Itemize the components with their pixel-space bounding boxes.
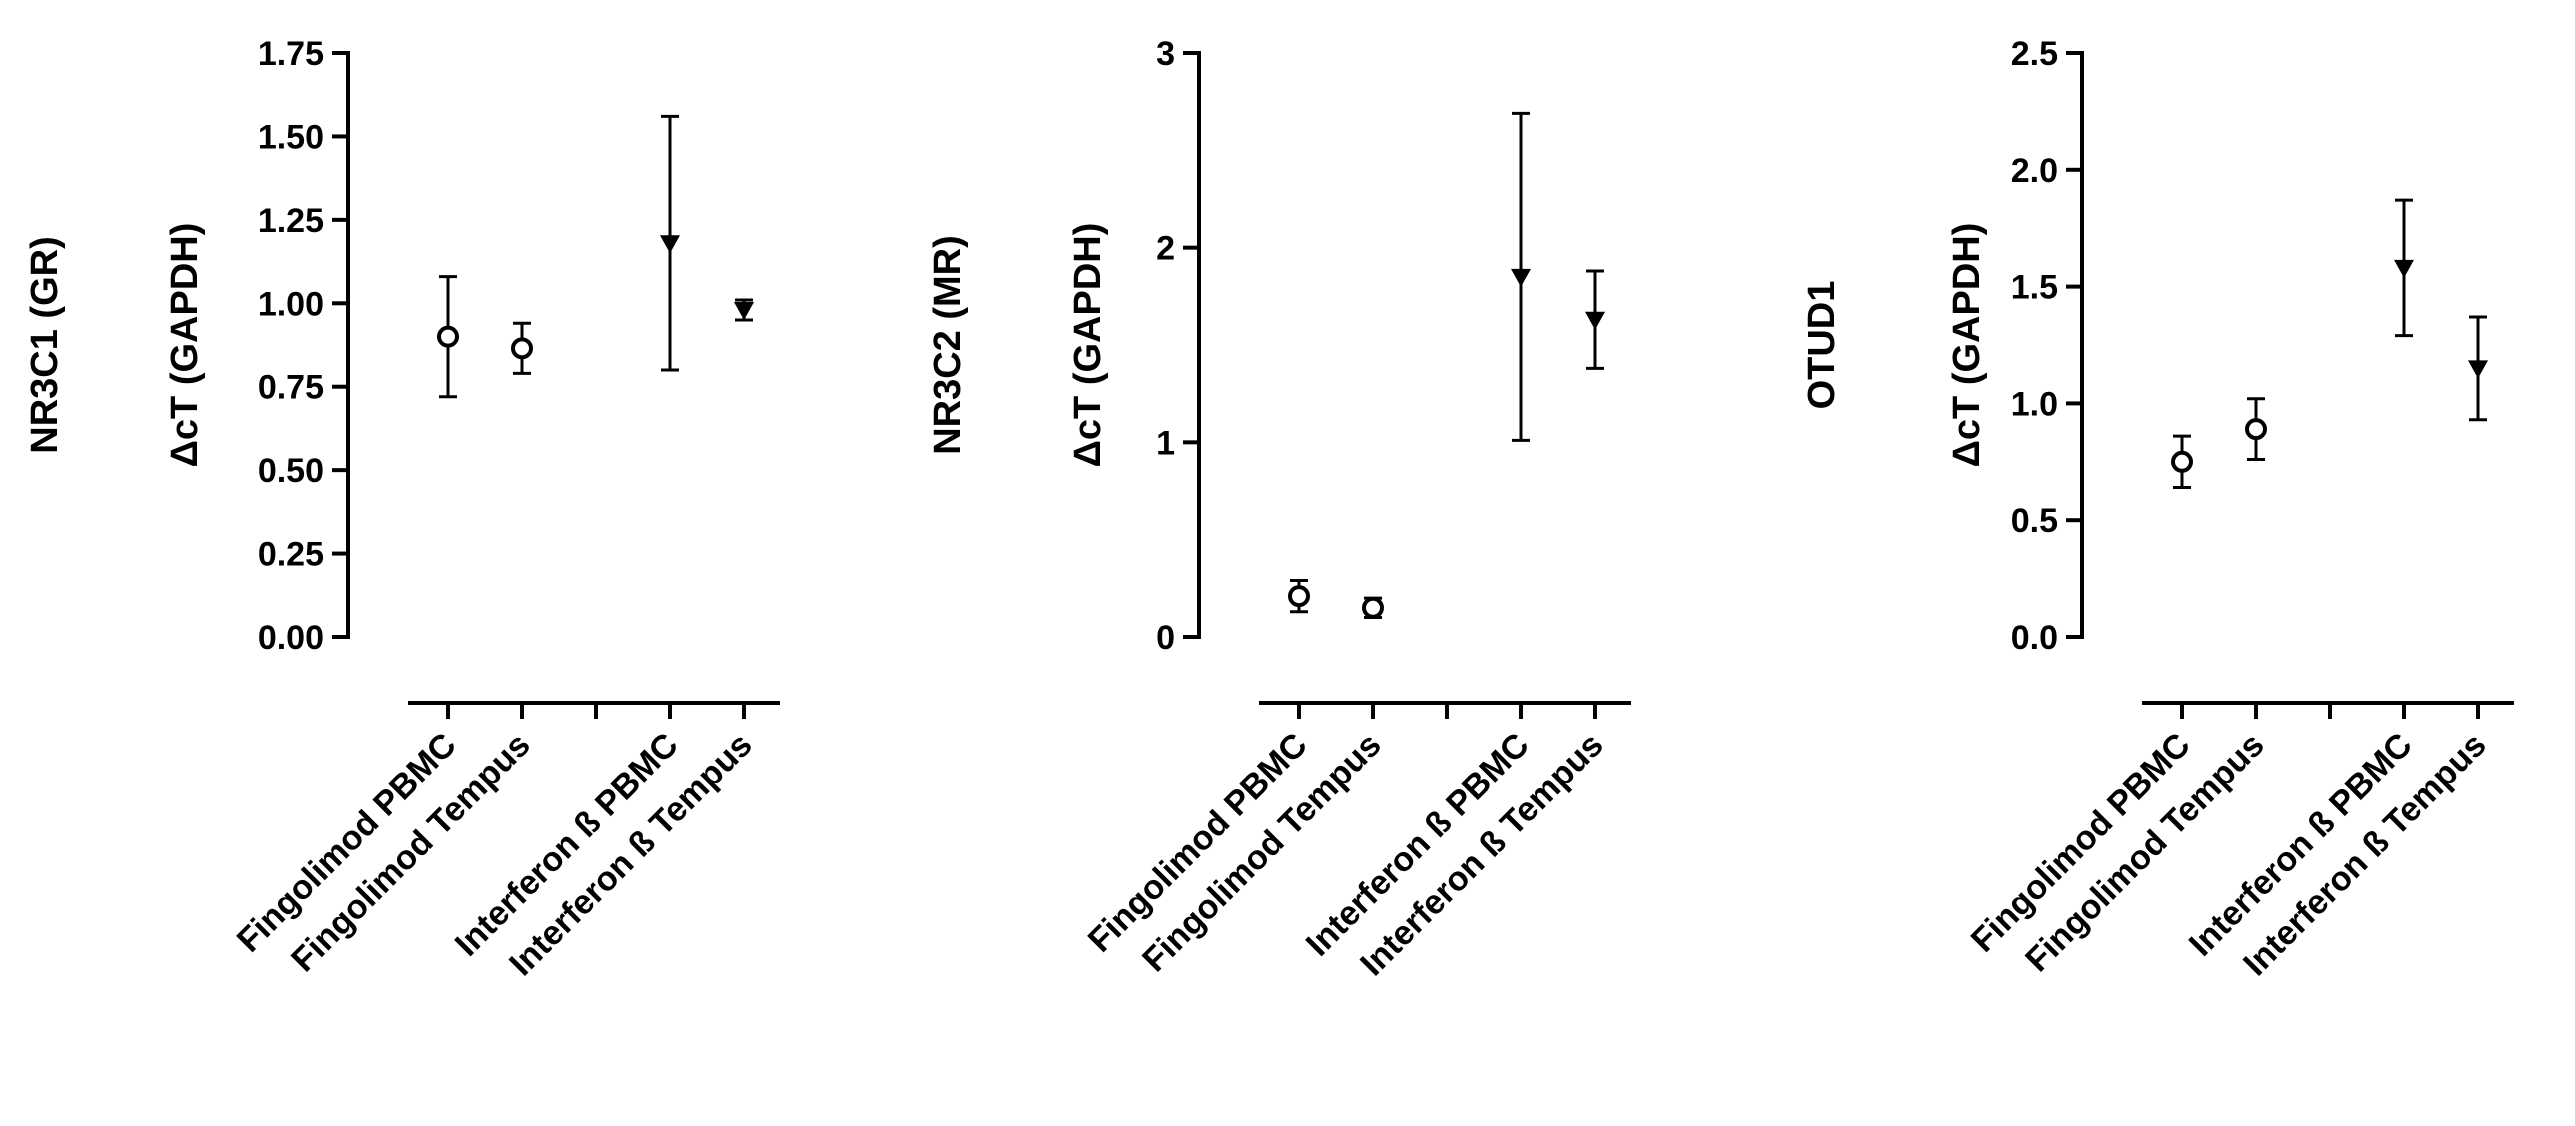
- point: [1585, 311, 1605, 330]
- y-tick-label: 1.25: [258, 202, 324, 240]
- point: [660, 235, 680, 254]
- y-tick-label: 0: [1156, 619, 1175, 657]
- y-tick-label: 2.5: [2011, 35, 2058, 73]
- y-axis-label: NR3C2 (MR): [927, 235, 969, 455]
- point: [1362, 596, 1384, 619]
- y-tick-label: 0.0: [2011, 619, 2058, 657]
- point: [2394, 259, 2414, 278]
- point: [2171, 450, 2193, 473]
- point: [437, 325, 459, 348]
- point: [734, 301, 754, 320]
- point: [1288, 585, 1310, 608]
- y-tick-label: 0.5: [2011, 502, 2058, 540]
- y-tick-label: 1.50: [258, 118, 324, 156]
- y-tick-label: 0.25: [258, 536, 324, 574]
- y-tick-label: 1.00: [258, 285, 324, 323]
- point: [511, 337, 533, 360]
- point: [1511, 268, 1531, 287]
- y-tick-label: 2.0: [2011, 152, 2058, 190]
- y-axis-label: ΔcT (GAPDH): [1067, 223, 1109, 468]
- y-tick-label: 1.5: [2011, 269, 2058, 307]
- y-tick-label: 0.75: [258, 369, 324, 407]
- y-axis-label: ΔcT (GAPDH): [164, 223, 206, 468]
- y-tick-label: 2: [1156, 230, 1175, 268]
- point: [2245, 418, 2267, 441]
- y-tick-label: 1.0: [2011, 385, 2058, 423]
- y-tick-label: 1.75: [258, 35, 324, 73]
- y-tick-label: 0.50: [258, 452, 324, 490]
- y-axis-label: NR3C1 (GR): [24, 236, 66, 453]
- point: [2468, 360, 2488, 379]
- y-tick-label: 0.00: [258, 619, 324, 657]
- y-axis-label: OTUD1: [1801, 281, 1843, 410]
- y-axis-label: ΔcT (GAPDH): [1946, 223, 1988, 468]
- y-tick-label: 3: [1156, 35, 1175, 73]
- y-tick-label: 1: [1156, 424, 1175, 462]
